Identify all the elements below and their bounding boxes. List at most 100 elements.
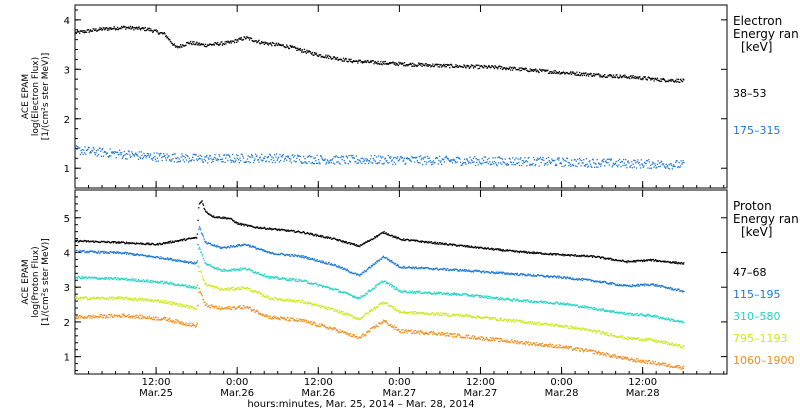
data-point — [156, 299, 159, 302]
data-point — [577, 73, 579, 76]
data-point — [416, 267, 418, 270]
data-point — [422, 63, 424, 65]
data-point — [415, 291, 417, 293]
data-point — [401, 267, 403, 269]
data-point — [87, 29, 90, 31]
data-point — [242, 155, 244, 157]
data-point — [116, 297, 119, 299]
data-point — [250, 156, 252, 158]
data-point — [356, 245, 358, 247]
data-point — [114, 251, 117, 254]
data-point — [290, 280, 293, 282]
data-point — [547, 164, 549, 166]
data-point — [680, 261, 682, 264]
data-point — [618, 312, 620, 314]
data-point — [214, 154, 216, 156]
data-point — [492, 248, 494, 250]
data-point — [497, 271, 500, 273]
data-point — [106, 152, 109, 154]
data-point — [598, 281, 600, 283]
data-point — [474, 269, 476, 272]
data-point — [368, 240, 370, 242]
data-point — [560, 254, 563, 256]
data-point — [83, 297, 85, 300]
data-point — [575, 304, 577, 306]
data-point — [334, 163, 336, 165]
data-point — [382, 231, 384, 234]
data-point — [282, 253, 284, 256]
data-point — [198, 226, 201, 228]
data-point — [164, 282, 167, 284]
data-point — [360, 61, 362, 63]
data-point — [240, 288, 242, 290]
data-point — [635, 261, 637, 263]
data-point — [275, 276, 278, 279]
data-point — [344, 240, 346, 243]
data-point — [495, 297, 497, 300]
data-point — [110, 155, 112, 157]
data-point — [533, 159, 535, 161]
data-point — [546, 275, 548, 278]
data-point — [231, 289, 234, 291]
data-point — [217, 158, 219, 160]
data-point — [388, 162, 390, 164]
data-point — [196, 44, 199, 46]
data-point — [375, 62, 377, 64]
data-point — [206, 212, 209, 214]
data-point — [286, 45, 289, 48]
data-point — [620, 284, 623, 287]
data-point — [342, 155, 344, 158]
data-point — [132, 27, 134, 29]
data-point — [512, 272, 514, 275]
data-point — [96, 297, 98, 300]
data-point — [343, 241, 345, 244]
data-point — [362, 60, 364, 63]
data-point — [657, 260, 659, 263]
data-point — [227, 159, 229, 162]
data-point — [396, 288, 398, 290]
data-point — [541, 274, 543, 276]
data-point — [111, 240, 113, 243]
data-point — [481, 158, 483, 160]
data-point — [256, 248, 259, 250]
data-point — [332, 289, 335, 291]
data-point — [477, 295, 479, 297]
data-point — [680, 79, 682, 81]
data-point — [489, 248, 491, 250]
data-point — [294, 161, 297, 163]
data-point — [391, 159, 393, 161]
data-point — [240, 267, 242, 269]
data-point — [493, 163, 495, 165]
data-point — [210, 285, 213, 287]
data-point — [390, 156, 392, 158]
data-point — [207, 264, 209, 266]
data-point — [221, 217, 223, 219]
data-point — [650, 315, 652, 318]
data-point — [525, 299, 527, 302]
data-point — [487, 247, 489, 249]
data-point — [286, 253, 289, 256]
data-point — [443, 267, 446, 270]
data-point — [240, 153, 243, 155]
data-point — [571, 304, 573, 307]
data-point — [443, 161, 446, 163]
data-point — [78, 297, 80, 300]
data-point — [524, 161, 527, 163]
data-point — [279, 253, 281, 256]
data-point — [407, 158, 409, 160]
data-point — [108, 155, 111, 157]
data-point — [460, 65, 462, 68]
data-point — [492, 297, 494, 299]
data-point — [570, 277, 572, 280]
data-point — [289, 44, 291, 47]
data-point — [245, 244, 247, 246]
data-point — [554, 70, 556, 72]
data-point — [144, 254, 146, 257]
data-point — [233, 288, 236, 290]
data-point — [663, 286, 665, 288]
data-point — [99, 297, 101, 300]
data-point — [374, 285, 377, 287]
data-point — [472, 246, 474, 248]
data-point — [645, 315, 647, 318]
data-point — [280, 252, 282, 255]
